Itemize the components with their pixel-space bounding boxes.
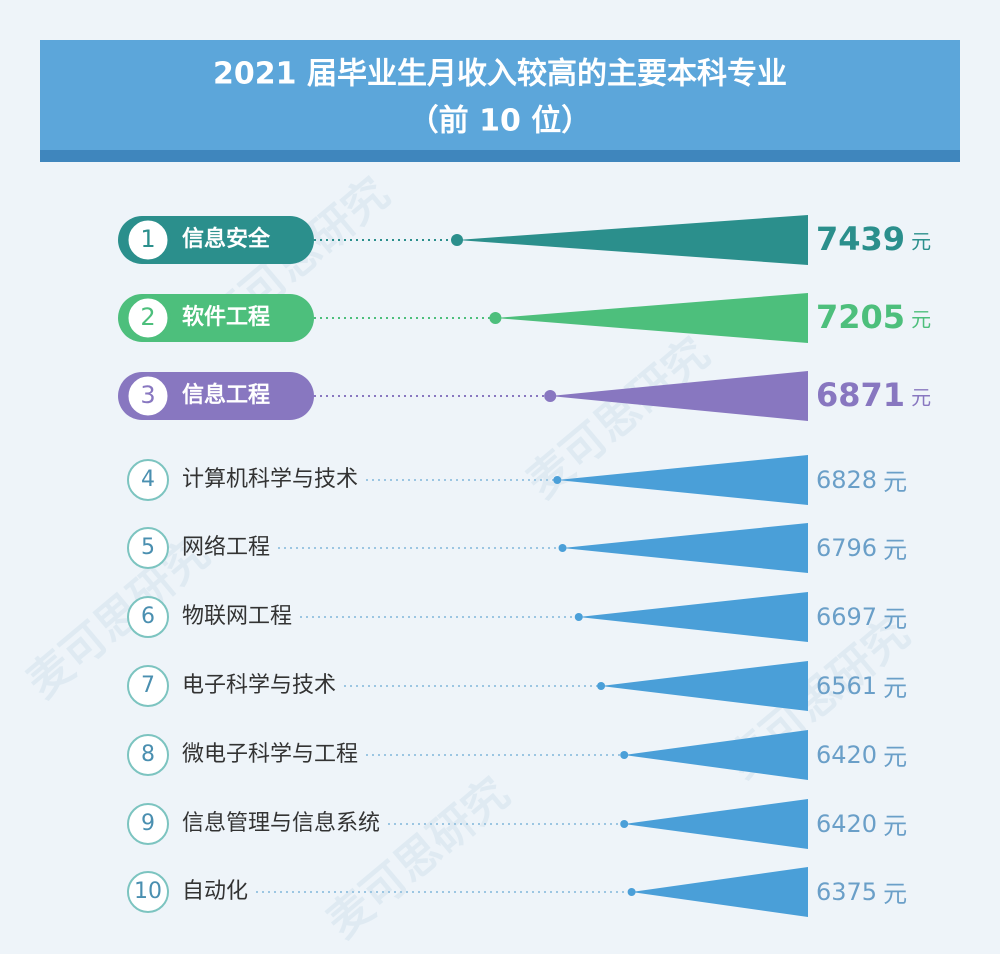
rank-label: 2	[140, 303, 155, 331]
unit-label: 元	[911, 308, 931, 332]
wedge-bar	[631, 867, 808, 917]
value-label: 6871	[816, 376, 905, 414]
value-label: 6828	[816, 466, 877, 494]
rank-label: 3	[140, 381, 155, 409]
category-label: 物联网工程	[182, 604, 292, 629]
wedge-dot	[620, 751, 629, 759]
unit-label: 元	[883, 743, 907, 771]
unit-label: 元	[883, 812, 907, 840]
wedge-dot	[627, 888, 636, 896]
wedge-dot	[451, 234, 464, 246]
wedge-bar	[550, 371, 808, 421]
category-label: 网络工程	[182, 535, 270, 560]
unit-label: 元	[883, 674, 907, 702]
value-label: 6420	[816, 741, 877, 769]
rank-label: 7	[141, 673, 155, 698]
rank-label: 10	[134, 879, 162, 904]
wedge-dot	[489, 312, 502, 324]
wedge-bar	[624, 799, 808, 849]
value-label: 6796	[816, 534, 877, 562]
category-label: 计算机科学与技术	[182, 467, 358, 492]
unit-label: 元	[883, 605, 907, 633]
wedge-bar	[578, 592, 808, 642]
wedge-dot	[553, 476, 562, 484]
wedge-dot	[620, 820, 629, 828]
unit-label: 元	[883, 536, 907, 564]
wedge-bar	[624, 730, 808, 780]
rank-label: 1	[140, 225, 155, 253]
value-label: 6375	[816, 878, 877, 906]
rank-label: 8	[141, 742, 155, 767]
rank-circle	[127, 527, 169, 569]
category-label: 自动化	[182, 879, 248, 904]
category-label: 软件工程	[182, 304, 270, 330]
header-box	[40, 40, 960, 162]
header-strip	[40, 150, 960, 162]
wedge-dot	[558, 544, 567, 552]
category-label: 微电子科学与工程	[182, 742, 358, 767]
unit-label: 元	[883, 468, 907, 496]
value-label: 7439	[816, 220, 905, 258]
wedge-dot	[544, 390, 557, 402]
wedge-bar	[557, 455, 808, 505]
rank-circle	[127, 459, 169, 501]
rank-circle	[125, 217, 171, 263]
wedge-bar	[495, 293, 808, 343]
rank-circle	[127, 734, 169, 776]
wedge-bar	[457, 215, 808, 265]
value-label: 6420	[816, 810, 877, 838]
value-label: 6697	[816, 603, 877, 631]
rank-circle	[127, 596, 169, 638]
rank-circle	[127, 665, 169, 707]
rank-label: 4	[141, 467, 155, 492]
category-label: 信息工程	[182, 382, 270, 408]
unit-label: 元	[883, 880, 907, 908]
wedge-bar	[601, 661, 808, 711]
rank-label: 6	[141, 604, 155, 629]
wedge-dot	[597, 682, 606, 690]
rank-circle	[127, 871, 169, 913]
rank-label: 5	[141, 535, 155, 560]
unit-label: 元	[911, 386, 931, 410]
rank-circle	[125, 295, 171, 341]
watermark: 麦可思研究	[318, 768, 519, 948]
chart-subtitle: （前 10 位）	[409, 104, 592, 139]
rank-circle	[125, 373, 171, 419]
wedge-bar	[562, 523, 808, 573]
category-label: 信息管理与信息系统	[182, 811, 380, 836]
rank-circle	[127, 803, 169, 845]
value-label: 7205	[816, 298, 905, 336]
unit-label: 元	[911, 230, 931, 254]
category-label: 电子科学与技术	[182, 673, 336, 698]
value-label: 6561	[816, 672, 877, 700]
rank-label: 9	[141, 811, 155, 836]
wedge-dot	[574, 613, 583, 621]
chart-title: 2021 届毕业生月收入较高的主要本科专业	[213, 57, 787, 92]
category-label: 信息安全	[182, 226, 271, 252]
